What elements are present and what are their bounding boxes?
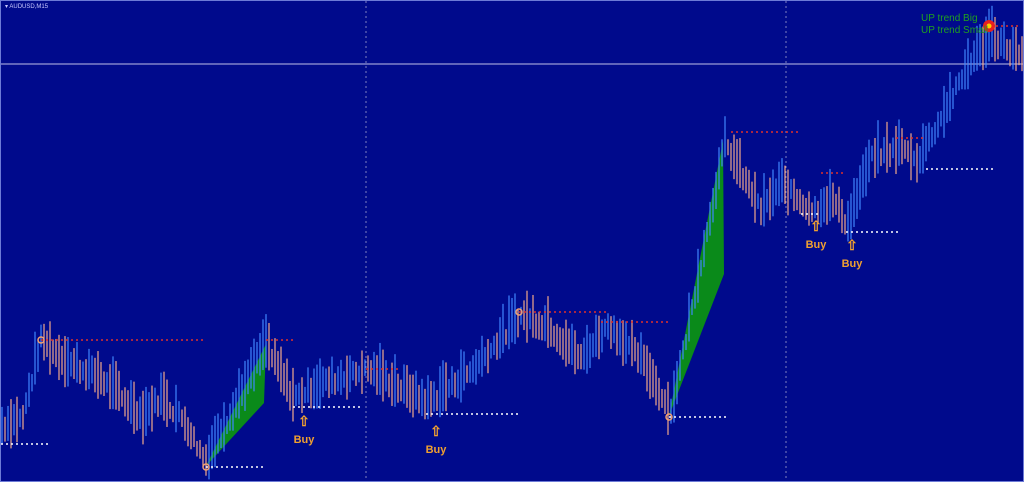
buy-arrow-icon: ⇧	[430, 423, 442, 439]
pivot-marker	[37, 336, 45, 344]
buy-signal-label: Buy	[426, 444, 448, 456]
buy-arrow-icon: ⇧	[810, 218, 822, 234]
pivot-marker	[202, 463, 210, 471]
legend-up-trend-big: UP trend Big	[921, 13, 978, 24]
buy-arrow-icon: ⇧	[298, 413, 310, 429]
pivot-marker	[515, 308, 523, 316]
legend-up-trend-small: UP trend Small	[921, 25, 989, 36]
collapse-triangle-icon: ▾	[5, 4, 10, 10]
symbol-title: ▾ AUDUSD,M15	[5, 4, 49, 10]
buy-signal-label: Buy	[842, 258, 864, 270]
buy-arrow-icon: ⇧	[846, 237, 858, 253]
pivot-marker	[665, 413, 673, 421]
alert-dot-center	[986, 23, 992, 29]
trend-legend: UP trend Big UP trend Small	[921, 13, 988, 37]
buy-signal-label: Buy	[806, 239, 828, 251]
buy-signal-label: Buy	[294, 434, 316, 446]
